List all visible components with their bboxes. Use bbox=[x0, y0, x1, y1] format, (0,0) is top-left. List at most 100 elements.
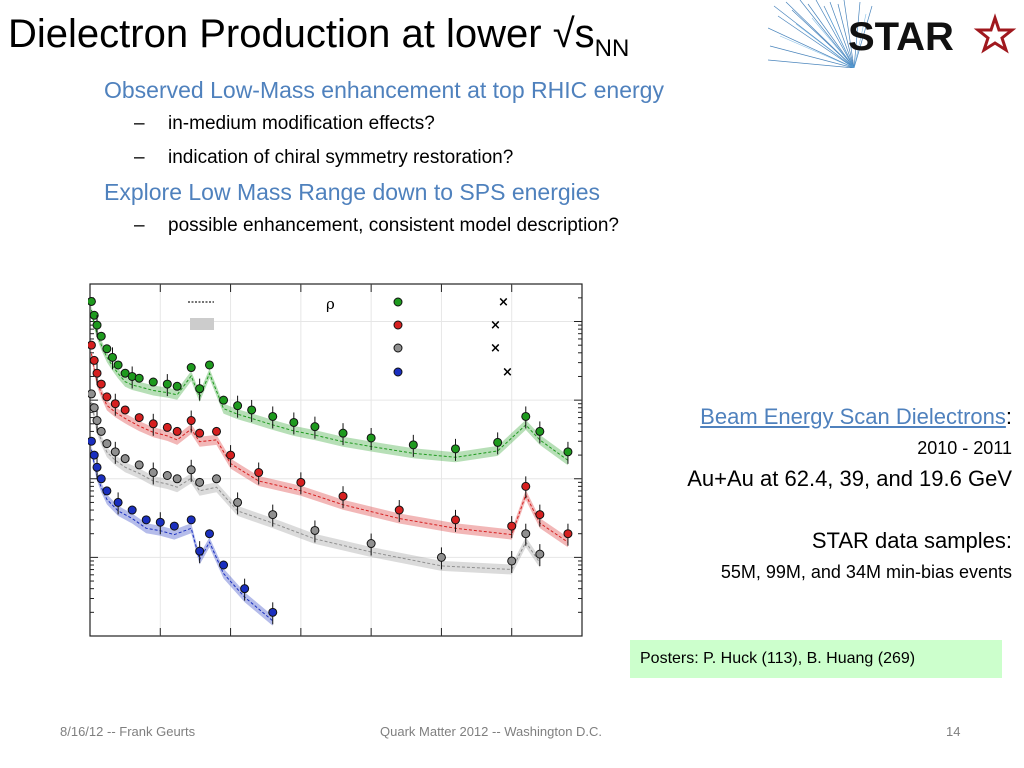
data-point bbox=[366, 539, 376, 549]
bullet-level1: Observed Low-Mass enhancement at top RHI… bbox=[104, 77, 664, 103]
dielectron-chart: ρ ×××× bbox=[88, 283, 583, 637]
data-point bbox=[204, 360, 214, 370]
data-point bbox=[134, 373, 144, 383]
data-point bbox=[195, 546, 205, 556]
footer-page-number: 14 bbox=[946, 724, 961, 739]
data-point bbox=[148, 377, 158, 387]
data-point bbox=[219, 395, 229, 405]
data-point bbox=[535, 549, 545, 559]
years-text: 2010 - 2011 bbox=[917, 438, 1012, 458]
data-point bbox=[563, 529, 573, 539]
data-point bbox=[89, 310, 99, 320]
data-point bbox=[186, 416, 196, 426]
legend-marker bbox=[393, 367, 403, 377]
legend-marker bbox=[393, 320, 403, 330]
star-logo: STAR bbox=[768, 0, 1017, 68]
side-panel: Beam Energy Scan Dielectrons: 2010 - 201… bbox=[592, 400, 1012, 586]
data-point bbox=[268, 607, 278, 617]
bullet-list: Observed Low-Mass enhancement at top RHI… bbox=[104, 74, 804, 244]
data-point bbox=[338, 491, 348, 501]
data-point bbox=[107, 352, 117, 362]
data-point bbox=[268, 510, 278, 520]
data-point bbox=[521, 529, 531, 539]
data-point bbox=[310, 525, 320, 535]
data-point bbox=[96, 474, 106, 484]
data-point bbox=[148, 468, 158, 478]
footer-date-author: 8/16/12 -- Frank Geurts bbox=[60, 724, 196, 739]
legend-cross: × bbox=[502, 365, 513, 380]
data-point bbox=[186, 465, 196, 475]
data-point bbox=[219, 560, 229, 570]
data-point bbox=[204, 529, 214, 539]
data-point bbox=[212, 426, 222, 436]
data-point bbox=[289, 417, 299, 427]
legend-cross: × bbox=[498, 295, 509, 310]
legend-marker bbox=[393, 343, 403, 353]
bullet-dash: – bbox=[134, 147, 145, 168]
data-point bbox=[195, 477, 205, 487]
data-point bbox=[110, 447, 120, 457]
data-point bbox=[563, 447, 573, 457]
data-point bbox=[88, 296, 96, 306]
logo-text: STAR bbox=[848, 15, 954, 59]
data-point bbox=[507, 556, 517, 566]
legend-cross: × bbox=[490, 341, 501, 356]
data-point bbox=[240, 584, 250, 594]
data-point bbox=[162, 471, 172, 481]
data-point bbox=[394, 505, 404, 515]
data-point bbox=[92, 368, 102, 378]
model-band bbox=[91, 304, 568, 466]
legend-marker bbox=[393, 297, 403, 307]
data-point bbox=[89, 403, 99, 413]
star-icon bbox=[973, 13, 1017, 54]
data-point bbox=[88, 340, 96, 350]
footer-conference: Quark Matter 2012 -- Washington D.C. bbox=[380, 724, 603, 739]
data-point bbox=[233, 497, 243, 507]
data-point bbox=[366, 433, 376, 443]
data-point bbox=[162, 422, 172, 432]
data-point bbox=[195, 428, 205, 438]
data-point bbox=[450, 444, 460, 454]
data-point bbox=[148, 419, 158, 429]
data-point bbox=[172, 426, 182, 436]
data-point bbox=[96, 331, 106, 341]
data-point bbox=[155, 517, 165, 527]
data-point bbox=[162, 379, 172, 389]
data-point bbox=[89, 355, 99, 365]
model-line bbox=[90, 353, 569, 543]
samples-text: 55M, 99M, and 34M min-bias events bbox=[720, 562, 1012, 582]
data-point bbox=[172, 474, 182, 484]
title-subscript: NN bbox=[594, 35, 630, 62]
plot-frame bbox=[89, 283, 583, 637]
data-point bbox=[96, 426, 106, 436]
bullet-dash: – bbox=[134, 215, 145, 236]
data-point bbox=[120, 454, 130, 464]
data-point bbox=[226, 450, 236, 460]
data-point bbox=[186, 515, 196, 525]
data-point bbox=[535, 510, 545, 520]
data-point bbox=[88, 389, 96, 399]
data-point bbox=[338, 428, 348, 438]
bullet-level2: – possible enhancement, consistent model … bbox=[104, 208, 804, 244]
bullet-dash: – bbox=[134, 113, 145, 134]
bullet-level2: – indication of chiral symmetry restorati… bbox=[104, 140, 804, 176]
data-point bbox=[92, 320, 102, 330]
data-point bbox=[88, 436, 96, 446]
data-point bbox=[102, 486, 112, 496]
colon: : bbox=[1005, 404, 1012, 429]
data-point bbox=[408, 440, 418, 450]
data-point bbox=[92, 416, 102, 426]
data-point bbox=[535, 426, 545, 436]
bes-dielectrons-link[interactable]: Beam Energy Scan Dielectrons bbox=[700, 404, 1006, 429]
title-text: Dielectron Production at lower √s bbox=[8, 12, 595, 56]
samples-title: STAR data samples: bbox=[811, 528, 1012, 553]
bullet-level1: Explore Low Mass Range down to SPS energ… bbox=[104, 179, 601, 205]
data-point bbox=[493, 437, 503, 447]
data-point bbox=[450, 515, 460, 525]
data-point bbox=[134, 460, 144, 470]
data-point bbox=[195, 384, 205, 394]
data-point bbox=[92, 462, 102, 472]
data-point bbox=[268, 411, 278, 421]
bullet-text: possible enhancement, consistent model d… bbox=[168, 215, 619, 236]
data-point bbox=[102, 392, 112, 402]
